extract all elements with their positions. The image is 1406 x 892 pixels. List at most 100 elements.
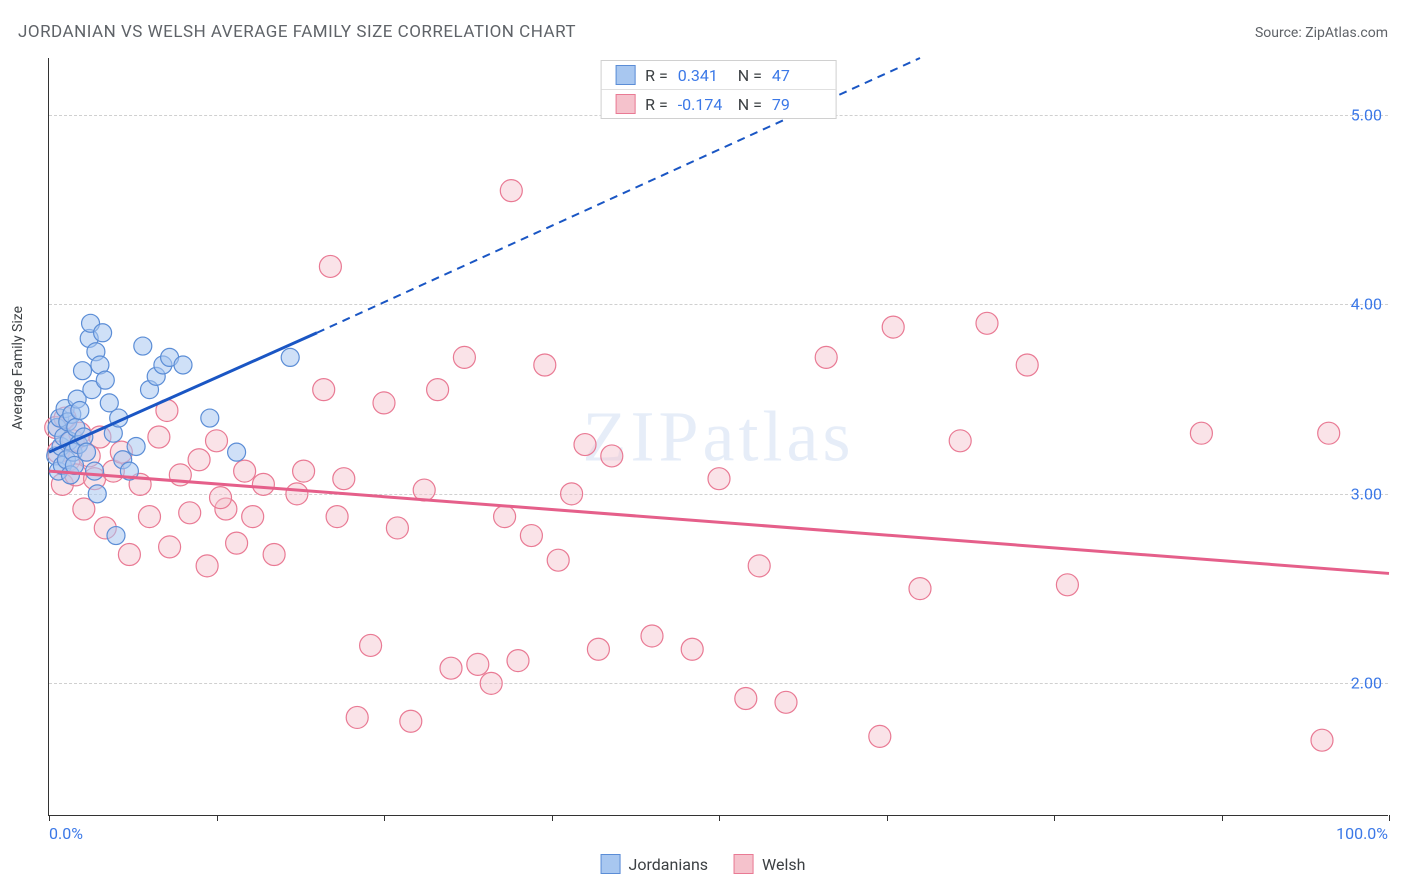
data-point xyxy=(574,434,596,456)
data-point xyxy=(86,462,104,480)
legend-swatch-jordanians xyxy=(601,854,621,874)
data-point xyxy=(127,437,145,455)
legend-label: Welsh xyxy=(762,855,805,874)
data-point xyxy=(1056,574,1078,596)
data-point xyxy=(467,653,489,675)
data-point xyxy=(748,555,770,577)
x-tick xyxy=(552,815,553,821)
n-value: 79 xyxy=(772,95,822,114)
r-value: 0.341 xyxy=(678,66,728,85)
data-point xyxy=(96,371,114,389)
r-label: R = xyxy=(645,66,668,85)
data-point xyxy=(94,324,112,342)
data-point xyxy=(326,506,348,528)
data-point xyxy=(520,525,542,547)
data-point xyxy=(869,725,891,747)
data-point xyxy=(286,483,308,505)
data-point xyxy=(319,255,341,277)
data-point xyxy=(134,337,152,355)
data-point xyxy=(234,460,256,482)
chart-title: JORDANIAN VS WELSH AVERAGE FAMILY SIZE C… xyxy=(18,22,576,42)
data-point xyxy=(118,543,140,565)
data-point xyxy=(159,536,181,558)
data-point xyxy=(263,543,285,565)
y-tick-label: 3.00 xyxy=(1351,484,1382,503)
data-point xyxy=(775,691,797,713)
data-point xyxy=(373,392,395,414)
data-point xyxy=(708,468,730,490)
x-tick xyxy=(1054,815,1055,821)
data-point xyxy=(386,517,408,539)
y-axis-label: Average Family Size xyxy=(10,306,26,430)
data-point xyxy=(78,443,96,461)
x-tick xyxy=(49,815,50,821)
r-value: -0.174 xyxy=(678,95,728,114)
n-value: 47 xyxy=(772,66,822,85)
x-tick xyxy=(384,815,385,821)
swatch-welsh xyxy=(615,94,635,114)
x-tick xyxy=(1389,815,1390,821)
data-point xyxy=(196,555,218,577)
data-point xyxy=(453,346,475,368)
data-point xyxy=(534,354,556,376)
data-point xyxy=(228,443,246,461)
data-point xyxy=(88,485,106,503)
data-point xyxy=(74,362,92,380)
y-tick-label: 4.00 xyxy=(1351,295,1382,314)
y-tick-label: 2.00 xyxy=(1351,674,1382,693)
x-tick xyxy=(887,815,888,821)
data-point xyxy=(976,312,998,334)
legend-item-jordanians: Jordanians xyxy=(601,854,708,874)
n-label: N = xyxy=(738,66,762,85)
data-point xyxy=(1016,354,1038,376)
swatch-jordanians xyxy=(615,65,635,85)
source-prefix: Source: xyxy=(1255,25,1305,41)
data-point xyxy=(949,430,971,452)
data-point xyxy=(201,409,219,427)
data-point xyxy=(440,657,462,679)
data-point xyxy=(148,426,170,448)
data-point xyxy=(188,449,210,471)
data-point xyxy=(1311,729,1333,751)
data-point xyxy=(242,506,264,528)
legend-label: Jordanians xyxy=(629,855,708,874)
legend-item-welsh: Welsh xyxy=(734,854,805,874)
source-name: ZipAtlas.com xyxy=(1305,25,1388,41)
data-point xyxy=(494,506,516,528)
data-point xyxy=(480,672,502,694)
data-point xyxy=(174,356,192,374)
data-point xyxy=(507,650,529,672)
data-point xyxy=(226,532,248,554)
plot-area: ZIPatlas R = 0.341 N = 47 R = -0.174 N =… xyxy=(48,58,1388,816)
data-point xyxy=(547,549,569,571)
data-point xyxy=(139,506,161,528)
legend-swatch-welsh xyxy=(734,854,754,874)
x-tick xyxy=(719,815,720,821)
data-point xyxy=(252,473,274,495)
data-point xyxy=(71,401,89,419)
data-point xyxy=(882,316,904,338)
data-point xyxy=(107,527,125,545)
data-point xyxy=(561,483,583,505)
data-point xyxy=(400,710,422,732)
data-point xyxy=(293,460,315,482)
y-tick-label: 5.00 xyxy=(1351,105,1382,124)
data-point xyxy=(587,638,609,660)
data-point xyxy=(346,706,368,728)
data-point xyxy=(500,180,522,202)
data-point xyxy=(281,348,299,366)
x-tick xyxy=(217,815,218,821)
x-max-label: 100.0% xyxy=(1336,824,1388,843)
chart-canvas xyxy=(49,58,1388,815)
data-point xyxy=(641,625,663,647)
data-point xyxy=(909,578,931,600)
stats-box: R = 0.341 N = 47 R = -0.174 N = 79 xyxy=(600,60,837,119)
x-min-label: 0.0% xyxy=(49,824,83,843)
data-point xyxy=(1190,422,1212,444)
data-point xyxy=(681,638,703,660)
data-point xyxy=(1318,422,1340,444)
data-point xyxy=(206,430,228,452)
data-point xyxy=(427,379,449,401)
legend: Jordanians Welsh xyxy=(601,854,806,874)
stats-row-jordanians: R = 0.341 N = 47 xyxy=(601,61,836,90)
